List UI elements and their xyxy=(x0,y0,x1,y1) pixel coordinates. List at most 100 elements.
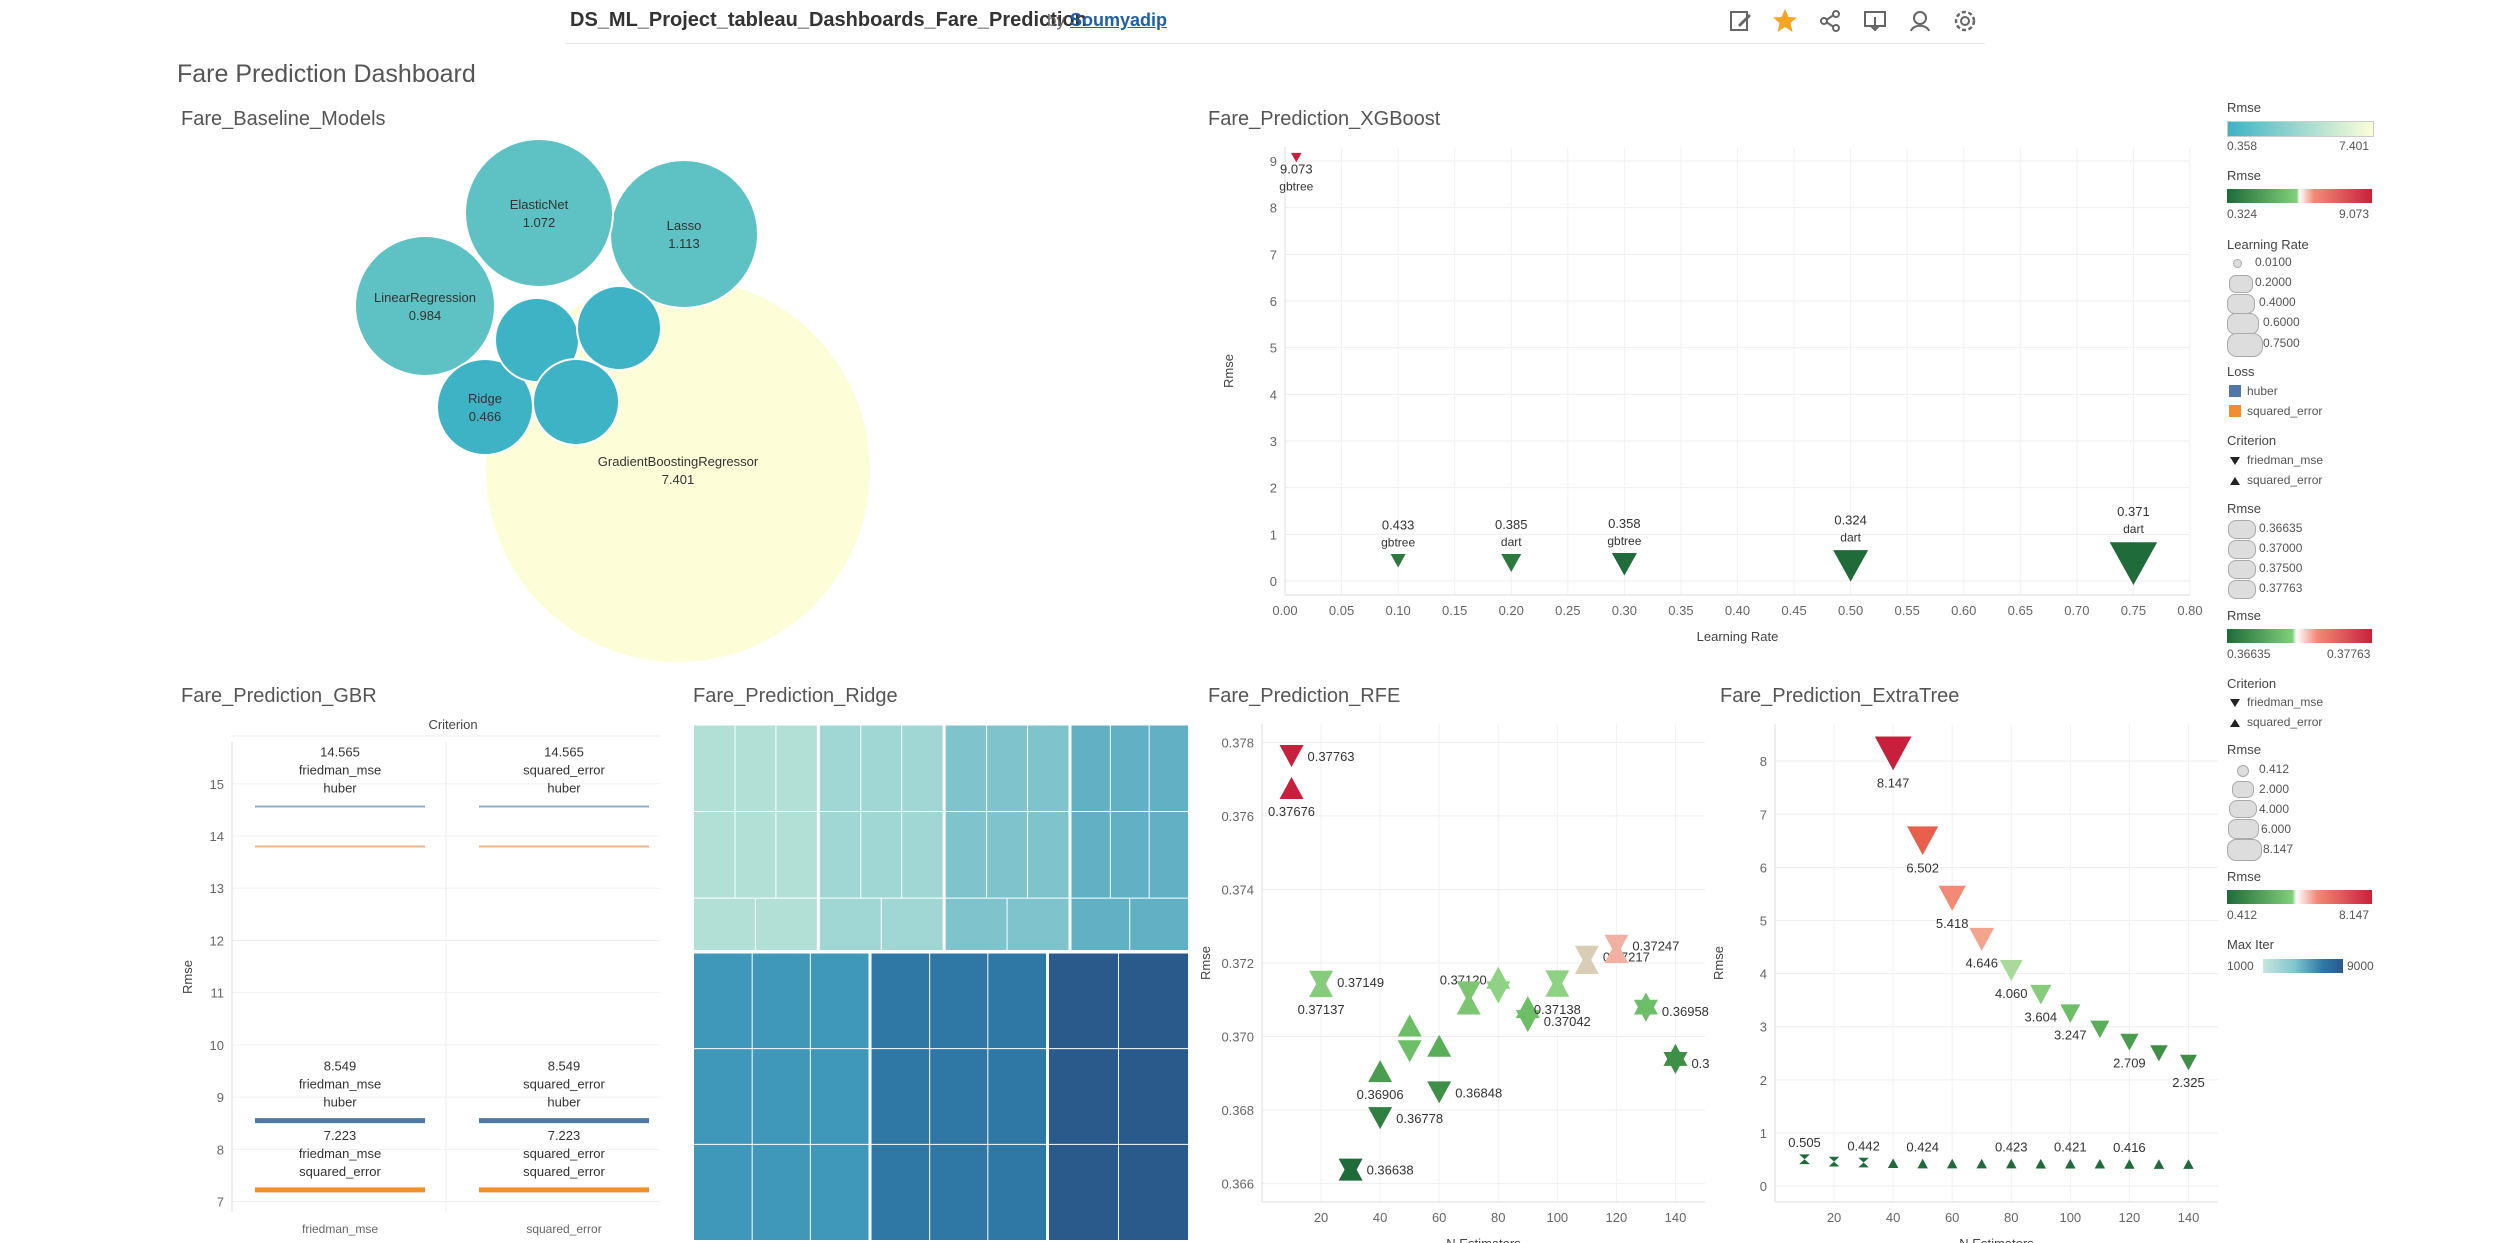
line-label: friedman_mse xyxy=(299,1146,381,1161)
data-label: 0.37763 xyxy=(1308,749,1355,764)
data-point xyxy=(1604,940,1629,963)
bubble xyxy=(609,159,759,309)
data-label: 0.36958 xyxy=(1662,1004,1709,1019)
subscribe-icon[interactable] xyxy=(1905,6,1935,36)
bubble-value: 1.072 xyxy=(523,215,556,230)
legend-baseline-rmse-max: 7.401 xyxy=(2339,139,2370,153)
legend-rfe-rmse-max: 0.37763 xyxy=(2327,647,2371,661)
x-tick-label: 0.75 xyxy=(2121,603,2146,618)
legend-max-iter-max: 9000 xyxy=(2347,959,2374,973)
data-point xyxy=(1907,826,1939,856)
line-label: squared_error xyxy=(523,1146,605,1161)
y-tick-label: 10 xyxy=(210,1038,224,1053)
data-point xyxy=(1833,550,1869,582)
bubble-label: GradientBoostingRegressor xyxy=(598,454,759,469)
y-tick-label: 5 xyxy=(1270,341,1277,356)
legend-rfe-rmse-size-item: 0.36635 xyxy=(2259,521,2303,535)
edit-icon[interactable] xyxy=(1725,6,1755,36)
data-point xyxy=(1368,1060,1393,1083)
data-label: 0.37138 xyxy=(1534,1002,1581,1017)
x-axis-title: N Estimators xyxy=(1446,1236,1521,1243)
legend-size-swatch xyxy=(2227,839,2262,861)
legend-size-swatch xyxy=(2237,765,2249,777)
data-label: 0.37247 xyxy=(1632,939,1679,954)
legend-xgb-rmse-title: Rmse xyxy=(2227,168,2261,183)
data-point xyxy=(1456,981,1481,1004)
settings-icon[interactable] xyxy=(1950,6,1980,36)
y-axis-title: Rmse xyxy=(180,960,195,994)
x-tick-label: 0.25 xyxy=(1555,603,1580,618)
data-label: 3.604 xyxy=(2025,1009,2058,1024)
x-tick-label: 0.15 xyxy=(1442,603,1467,618)
star-icon[interactable] xyxy=(1770,6,1800,36)
line-label: huber xyxy=(547,780,581,795)
legend-size-swatch xyxy=(2232,781,2254,798)
data-point xyxy=(1279,776,1304,799)
data-label: 4.060 xyxy=(1995,986,2028,1001)
y-tick-label: 3 xyxy=(1270,434,1277,449)
y-tick-label: 7 xyxy=(1270,247,1277,262)
legend-criterion-title: Criterion xyxy=(2227,433,2277,448)
download-icon[interactable] xyxy=(1860,6,1890,36)
data-point xyxy=(1969,927,1995,951)
x-tick-label: 0.70 xyxy=(2064,603,2089,618)
data-point xyxy=(1828,1156,1840,1167)
data-label: 0.36778 xyxy=(1396,1111,1443,1126)
ridge-treemap xyxy=(694,725,1188,1240)
y-tick-label: 0.374 xyxy=(1221,882,1254,897)
data-point xyxy=(1397,1014,1422,1037)
legend-size-swatch xyxy=(2228,580,2256,599)
bubble xyxy=(532,358,620,446)
y-tick-label: 0 xyxy=(1270,574,1277,589)
y-tick-label: 9 xyxy=(1270,154,1277,169)
legend-max-iter-title: Max Iter xyxy=(2227,937,2274,952)
data-point xyxy=(1887,1158,1899,1169)
data-sublabel: gbtree xyxy=(1381,535,1415,549)
share-icon[interactable] xyxy=(1815,6,1845,36)
x-tick-label: 20 xyxy=(1314,1210,1328,1225)
ridge-chart-title: Fare_Prediction_Ridge xyxy=(693,685,898,707)
line-label: huber xyxy=(547,1095,581,1110)
legend-rfe-rmse-size-title: Rmse xyxy=(2227,501,2261,516)
data-sublabel: dart xyxy=(2123,522,2144,536)
extratree-chart-title: Fare_Prediction_ExtraTree xyxy=(1720,685,1960,707)
gbr-line-chart: Criterion 7 8 9 10 11 12 13 14 15 Rmse friedman_mse… xyxy=(180,717,660,1236)
data-point xyxy=(2109,542,2158,586)
legend-size-swatch xyxy=(2229,275,2253,293)
bubble xyxy=(576,285,662,371)
y-tick-label: 15 xyxy=(210,777,224,792)
data-point xyxy=(1456,992,1481,1015)
data-sublabel: dart xyxy=(1840,530,1861,544)
data-point xyxy=(1999,959,2023,981)
y-tick-label: 0.378 xyxy=(1221,735,1254,750)
data-point xyxy=(1611,553,1637,576)
x-tick-label: 120 xyxy=(1606,1210,1628,1225)
legend-rfe-rmse-title: Rmse xyxy=(2227,608,2261,623)
legend-size-swatch xyxy=(2227,294,2255,314)
x-tick-label: 0.10 xyxy=(1385,603,1410,618)
data-label: 0.37676 xyxy=(1268,804,1315,819)
legend-loss-swatch xyxy=(2229,405,2241,417)
bubble xyxy=(464,138,614,288)
x-tick-label: 60 xyxy=(1945,1210,1959,1225)
data-point xyxy=(1976,1158,1987,1169)
data-point xyxy=(2124,1159,2135,1169)
legend-rfe-rmse-size-item: 0.37000 xyxy=(2259,541,2303,555)
data-point xyxy=(1515,1010,1540,1033)
data-point xyxy=(2065,1158,2076,1169)
legend-criterion-item: friedman_mse xyxy=(2247,453,2324,467)
triangle-up-icon xyxy=(2230,477,2240,485)
legend-rfe-rmse-gradient xyxy=(2227,629,2372,643)
legend-xgb-rmse-min: 0.324 xyxy=(2227,207,2258,221)
data-label: 0.37042 xyxy=(1544,1014,1591,1029)
x-tick-label: 0.80 xyxy=(2177,603,2202,618)
y-axis-title: Rmse xyxy=(1200,946,1213,980)
extratree-scatter-chart: 0 1 2 3 4 5 6 7 8 20 40 60 80 100 120 140 N Estimators Rm… xyxy=(1713,724,2218,1243)
data-label: 0.324 xyxy=(1834,512,1867,527)
line-label: 14.565 xyxy=(544,744,584,759)
data-label: 0.423 xyxy=(1995,1140,2028,1155)
author-link[interactable]: Soumyadip xyxy=(1070,10,1168,30)
line-label: 7.223 xyxy=(324,1128,357,1143)
legend-et-rmse-max: 8.147 xyxy=(2339,908,2370,922)
legend-learning-rate-item: 0.2000 xyxy=(2255,275,2292,289)
